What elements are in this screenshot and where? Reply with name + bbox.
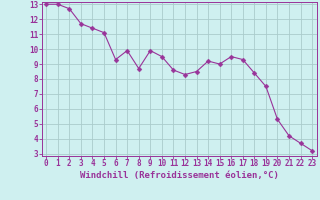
X-axis label: Windchill (Refroidissement éolien,°C): Windchill (Refroidissement éolien,°C) <box>80 171 279 180</box>
